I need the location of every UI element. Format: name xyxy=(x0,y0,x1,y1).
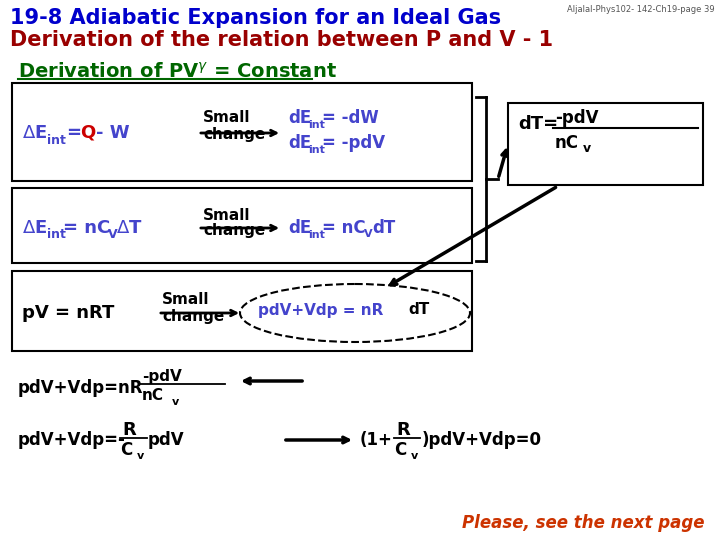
Text: = nC: = nC xyxy=(322,219,366,237)
Text: change: change xyxy=(203,126,265,141)
Text: Derivation of PV$^\gamma$ = Constant: Derivation of PV$^\gamma$ = Constant xyxy=(18,62,337,82)
Text: = -pdV: = -pdV xyxy=(322,134,385,152)
FancyBboxPatch shape xyxy=(508,103,703,185)
Text: 19-8 Adiabatic Expansion for an Ideal Gas: 19-8 Adiabatic Expansion for an Ideal Ga… xyxy=(10,8,501,28)
Text: pdV: pdV xyxy=(148,431,184,449)
Text: change: change xyxy=(203,224,265,239)
Text: nC: nC xyxy=(555,134,579,152)
Text: Derivation of the relation between P and V - 1: Derivation of the relation between P and… xyxy=(10,30,553,50)
Text: $\Delta$E: $\Delta$E xyxy=(22,219,48,237)
Text: Small: Small xyxy=(203,207,251,222)
Text: int: int xyxy=(47,228,66,241)
Text: pdV+Vdp=nR: pdV+Vdp=nR xyxy=(18,379,143,397)
Text: C: C xyxy=(394,441,406,459)
Text: int: int xyxy=(308,145,325,155)
Text: $\Delta$T: $\Delta$T xyxy=(116,219,143,237)
Text: dE: dE xyxy=(288,109,311,127)
Text: pdV+Vdp = nR: pdV+Vdp = nR xyxy=(258,302,383,318)
Text: -pdV: -pdV xyxy=(555,109,598,127)
Text: Small: Small xyxy=(162,293,210,307)
Text: - W: - W xyxy=(96,124,130,142)
Text: v: v xyxy=(583,143,591,156)
Text: Q: Q xyxy=(80,124,95,142)
Text: -pdV: -pdV xyxy=(142,368,181,383)
FancyBboxPatch shape xyxy=(12,83,472,181)
Text: dT=: dT= xyxy=(518,115,558,133)
Text: = -dW: = -dW xyxy=(322,109,379,127)
Text: change: change xyxy=(162,308,224,323)
Text: dE: dE xyxy=(288,134,311,152)
Text: R: R xyxy=(396,421,410,439)
FancyBboxPatch shape xyxy=(12,188,472,263)
Text: Small: Small xyxy=(203,111,251,125)
Text: $\Delta$E: $\Delta$E xyxy=(22,124,48,142)
Text: int: int xyxy=(47,133,66,146)
Text: pV = nRT: pV = nRT xyxy=(22,304,114,322)
Text: int: int xyxy=(308,120,325,130)
Ellipse shape xyxy=(240,284,470,342)
Text: dT: dT xyxy=(372,219,395,237)
Text: v: v xyxy=(137,451,144,461)
Text: dT: dT xyxy=(408,302,429,318)
Text: R: R xyxy=(122,421,136,439)
Text: V: V xyxy=(108,228,117,241)
Text: (1+: (1+ xyxy=(360,431,393,449)
Text: v: v xyxy=(411,451,418,461)
Text: =: = xyxy=(66,124,81,142)
Text: pdV+Vdp=-: pdV+Vdp=- xyxy=(18,431,126,449)
Text: C: C xyxy=(120,441,132,459)
Text: Please, see the next page: Please, see the next page xyxy=(462,514,705,532)
Text: Aljalal-Phys102- 142-Ch19-page 39: Aljalal-Phys102- 142-Ch19-page 39 xyxy=(567,5,715,14)
Text: = nC: = nC xyxy=(63,219,110,237)
Text: V: V xyxy=(364,229,373,239)
Text: dE: dE xyxy=(288,219,311,237)
Text: )pdV+Vdp=0: )pdV+Vdp=0 xyxy=(422,431,542,449)
Text: nC: nC xyxy=(142,388,164,403)
FancyBboxPatch shape xyxy=(12,271,472,351)
Text: int: int xyxy=(308,230,325,240)
Text: v: v xyxy=(172,397,179,407)
